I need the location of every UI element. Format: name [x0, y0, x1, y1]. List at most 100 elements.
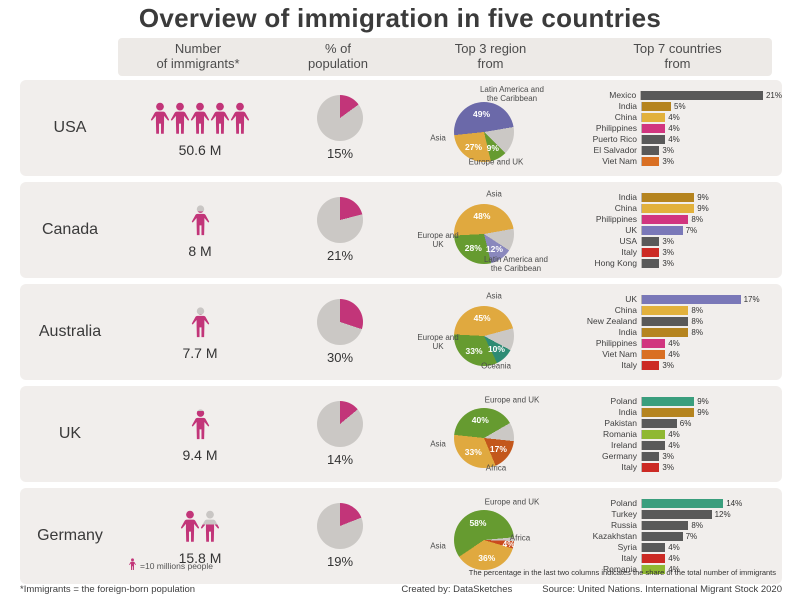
bar-track: 21% [640, 90, 782, 100]
bar-value-label: 6% [679, 418, 692, 428]
region-slice-percentage: 10% [487, 343, 505, 354]
bar-country-label: India [618, 407, 637, 417]
bar [642, 112, 666, 122]
bar-country-label: Viet Nam [602, 349, 637, 359]
bar-country-label: Ireland [611, 440, 637, 450]
population-share-cell: 15% [280, 80, 400, 176]
bar-row-china: China 8% [585, 305, 782, 316]
bar-value-label: 3% [662, 145, 674, 155]
bar-country-label: Hong Kong [594, 258, 637, 268]
bar [642, 101, 671, 111]
bar-track: 7% [641, 225, 782, 235]
bar-country-label: Philippines [595, 214, 637, 224]
footer: *Immigrants = the foreign-born populatio… [20, 584, 782, 595]
bar-row-usa: USA 3% [585, 236, 782, 247]
bar [642, 498, 724, 508]
bar [642, 214, 689, 224]
person-icon [180, 510, 200, 542]
population-pie-chart [317, 503, 363, 549]
top-countries-bar-chart: Mexico 21% India 5% China 4% Philippines 4% Puer… [585, 80, 782, 176]
person-icons [191, 201, 210, 241]
region-label: Europe and UK [417, 332, 459, 351]
region-label: Asia [430, 439, 446, 449]
population-pie-chart [317, 299, 363, 345]
region-label: Europe and UK [484, 497, 540, 507]
bar-value-label: 17% [743, 294, 760, 304]
region-label: Europe and UK [484, 395, 540, 405]
bar-row-mexico: Mexico 21% [585, 90, 782, 101]
bar-track: 3% [641, 145, 782, 155]
population-share-label: 30% [326, 350, 354, 365]
regions-pie-chart [454, 102, 514, 162]
region-slice-percentage: 49% [473, 109, 491, 120]
bar [642, 338, 666, 348]
bar [642, 156, 660, 166]
bar-value-label: 12% [714, 509, 731, 519]
bar-track: 8% [641, 327, 782, 337]
person-icon [129, 558, 136, 571]
bar-country-label: India [618, 327, 637, 337]
bar-value-label: 4% [668, 564, 680, 574]
population-pie-chart [317, 95, 363, 141]
bar-country-label: Italy [621, 247, 637, 257]
bar-value-label: 3% [662, 247, 674, 257]
row-canada: Canada 8 M 21% Asia 48% Latin America and … [20, 182, 782, 278]
bar-value-label: 8% [691, 316, 703, 326]
bar-track: 8% [641, 316, 782, 326]
bar-track: 3% [641, 462, 782, 472]
bar-track: 4% [641, 564, 782, 574]
row-germany: Germany 15.8 M 19% Europe and UK 58% Afric… [20, 488, 782, 584]
bar-value-label: 4% [668, 349, 680, 359]
bar [642, 258, 660, 268]
bar-row-india: India 9% [585, 407, 782, 418]
bar [641, 90, 763, 100]
immigrants-cell: 8 M [120, 182, 280, 278]
bar-track: 8% [641, 214, 782, 224]
region-slice-percentage: 17% [489, 443, 507, 454]
bar-country-label: Poland [610, 498, 637, 508]
bar-row-philippines: Philippines 4% [585, 123, 782, 134]
bar-row-china: China 4% [585, 112, 782, 123]
bar-value-label: 8% [691, 214, 703, 224]
region-slice-percentage: 33% [464, 447, 482, 458]
bar-value-label: 4% [668, 542, 680, 552]
bar-row-puerto-rico: Puerto Rico 4% [585, 134, 782, 145]
bar-row-new-zealand: New Zealand 8% [585, 316, 782, 327]
bar-row-italy: Italy 4% [585, 553, 782, 564]
population-share-label: 19% [326, 554, 354, 569]
regions-pie-chart [454, 306, 514, 366]
bar [642, 509, 712, 519]
bar-country-label: Poland [610, 396, 637, 406]
bar [642, 349, 666, 359]
bar-value-label: 4% [668, 553, 680, 563]
person-icons [191, 303, 210, 343]
bar-row-russia: Russia 8% [585, 520, 782, 531]
bar-row-germany: Germany 3% [585, 451, 782, 462]
bar-row-kazakhstan: Kazakhstan 7% [585, 531, 782, 542]
region-label: Europe and UK [468, 157, 524, 167]
column-headers: Number of immigrants* % of population Top 3 … [118, 38, 772, 76]
bar-country-label: El Salvador [593, 145, 637, 155]
bar-track: 8% [641, 520, 782, 530]
person-icon [150, 102, 170, 134]
country-name: USA [53, 119, 87, 136]
region-slice-percentage: 4% [502, 538, 515, 549]
top-countries-bar-chart: UK 17% China 8% New Zealand 8% India 8% Philippi… [585, 284, 782, 380]
bar [642, 542, 666, 552]
bar [642, 418, 677, 428]
population-share-label: 15% [326, 146, 354, 161]
person-icon [191, 307, 209, 338]
bar-track: 3% [641, 247, 782, 257]
bar-track: 3% [641, 258, 782, 268]
bar-track: 4% [641, 123, 782, 133]
regions-cell: Asia 45% Oceania 10% Europe and UK 33% [400, 284, 585, 380]
bar-value-label: 4% [668, 123, 680, 133]
person-icon [190, 102, 210, 134]
bar-row-pakistan: Pakistan 6% [585, 418, 782, 429]
regions-pie-chart [454, 408, 514, 468]
bar-row-uk: UK 17% [585, 294, 782, 305]
region-label: Asia [430, 133, 446, 143]
bar-value-label: 3% [662, 156, 674, 166]
person-icon [200, 510, 220, 542]
bar-country-label: Philippines [595, 338, 637, 348]
